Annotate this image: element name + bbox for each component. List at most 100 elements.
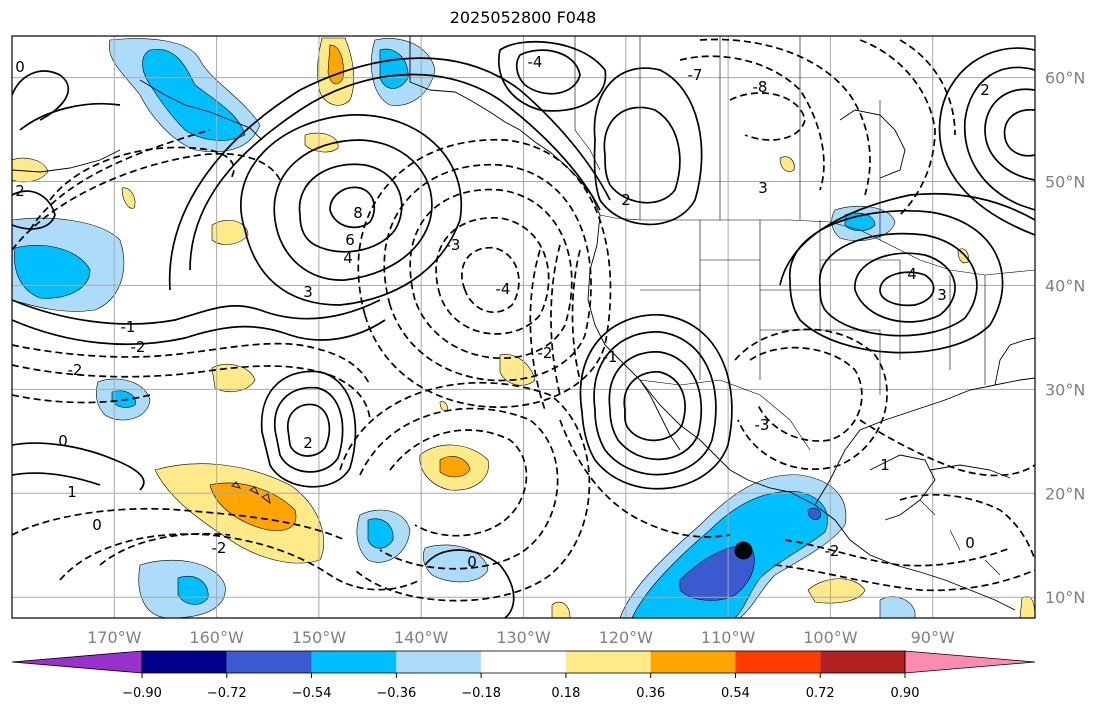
contour-nw-1 — [12, 70, 69, 121]
longitude-label: 110°W — [701, 628, 756, 647]
colorbar-bin — [650, 651, 736, 673]
contour-east-high-3 — [819, 232, 978, 337]
latitude-label: 20°N — [1045, 484, 1085, 503]
negative-patch-hawaii-east-core — [367, 518, 394, 549]
colorbar-under-arrow — [11, 650, 143, 674]
contour-neg-pac-3 — [12, 394, 151, 404]
contour-east-ridge-4 — [1003, 109, 1035, 157]
contour-neg-mid-2 — [359, 407, 559, 570]
contour-baja-high-2 — [608, 351, 703, 461]
contour-label: 1 — [880, 456, 890, 474]
contour-east-high-5 — [779, 192, 1035, 286]
coastline-hawaii — [231, 481, 271, 505]
positive-patch-south-1 — [551, 601, 571, 618]
positive-patch-mid-pacific-1 — [121, 187, 136, 209]
colorbar-bin — [311, 651, 397, 673]
contour-label: 0 — [58, 432, 68, 450]
contour-label: 1 — [67, 483, 77, 501]
contour-neg-carib-2 — [774, 564, 1035, 592]
contour-east-ridge-2 — [984, 88, 1035, 181]
contour-high-pacific-1 — [329, 186, 376, 229]
colorbar-bin — [142, 651, 227, 673]
contour-label: 3 — [758, 179, 768, 197]
contour-label: 4 — [907, 265, 917, 283]
colorbar-tick-label: −0.90 — [122, 686, 162, 701]
positive-patch-hawaii-north — [211, 364, 256, 393]
contour-east-high-4 — [789, 210, 1004, 354]
colorbar-tick-label: −0.54 — [292, 686, 332, 701]
longitude-label: 100°W — [803, 628, 858, 647]
border-central-america — [919, 499, 1001, 576]
contour-baja-high-3 — [593, 331, 717, 476]
coastline-alaska — [409, 36, 601, 216]
coastline-florida — [994, 337, 1035, 386]
contour-neg-coast-1 — [571, 249, 581, 381]
contour-hawaii-high-2 — [274, 386, 344, 473]
contour-neg-gulf-3 — [409, 188, 573, 360]
contour-neg-coast-2 — [550, 244, 561, 396]
contour-neg-gulf-4 — [383, 163, 592, 382]
coastline-gulf — [814, 377, 1035, 506]
contour-label: 0 — [15, 58, 25, 76]
contour-label: -8 — [753, 78, 768, 96]
colorbar-tick-label: 0.90 — [891, 686, 920, 701]
border-us-mexico — [639, 379, 811, 451]
colorbar-bin — [565, 651, 651, 673]
colorbar-bin — [820, 651, 905, 673]
coastline-baja — [639, 379, 681, 451]
contour-label: 0 — [92, 516, 102, 534]
contour-label: -1 — [121, 318, 136, 336]
contour-labels: 0 1 2 2 3 4 6 8 -1 -2 -2 -3 -4 0 0 3 1 -… — [15, 53, 990, 571]
positive-contours — [12, 40, 1035, 618]
contour-label: -4 — [496, 280, 511, 298]
contour-label: -4 — [528, 53, 543, 71]
latitude-labels: 60°N 50°N 40°N 30°N 20°N 10°N — [1045, 69, 1085, 608]
contour-label: 8 — [353, 204, 363, 222]
colorbar-tick-labels: −0.90 −0.72 −0.54 −0.36 −0.18 0.18 0.36 0.54 0.7… — [122, 673, 919, 701]
map-title: 2025052800 F048 — [449, 8, 597, 27]
colorbar-frame — [141, 650, 906, 674]
contour-neg-south-3 — [12, 507, 346, 541]
contour-south-pac — [424, 549, 515, 618]
longitude-label: 130°W — [496, 628, 551, 647]
negative-patch-east-pacific-core2 — [807, 507, 821, 520]
colorbar-bin — [396, 651, 482, 673]
contour-subtrop-2 — [12, 472, 101, 486]
coastline-yucatan — [869, 454, 936, 521]
coastline-west-us — [587, 214, 701, 441]
coastlines — [12, 36, 1035, 611]
contour-baja-high-4 — [579, 314, 733, 490]
contour-hawaii-high-3 — [260, 370, 357, 488]
colorbar-tick-label: 0.54 — [721, 686, 750, 701]
contour-label: 3 — [303, 283, 313, 301]
colorbar-bin — [226, 651, 312, 673]
contour-subtrop-1 — [12, 442, 145, 491]
contour-hudson-low-2 — [593, 67, 703, 226]
contour-jet-1 — [189, 73, 601, 271]
contour-neg-carib-3 — [899, 493, 1035, 561]
negative-patch-east-pacific-core — [679, 544, 755, 601]
longitude-label: 120°W — [599, 628, 654, 647]
longitude-labels: 170°W 160°W 150°W 140°W 130°W 120°W 110°W 100°W… — [87, 628, 955, 647]
contour-label: 0 — [467, 553, 477, 571]
map-frame — [11, 35, 1036, 619]
negative-contours — [12, 38, 1035, 602]
contour-label: -3 — [446, 236, 461, 254]
colorbar-tick-label: −0.18 — [461, 686, 501, 701]
contour-nw-3 — [12, 190, 56, 230]
longitude-label: 140°W — [394, 628, 449, 647]
contour-high-pacific-3 — [273, 139, 433, 281]
colorbar-over-arrow — [904, 650, 1036, 674]
border-canada-provinces — [639, 36, 881, 240]
longitude-label: 170°W — [87, 628, 142, 647]
latitude-label: 10°N — [1045, 588, 1085, 607]
contour-neg-canada-2 — [699, 38, 871, 196]
colorbar — [11, 650, 1036, 674]
contour-hawaii-high-1 — [287, 403, 331, 457]
contour-label: -2 — [538, 344, 553, 362]
contour-label: 2 — [621, 191, 631, 209]
coastline-alaska-west — [139, 79, 263, 141]
contour-neg-south-1 — [59, 533, 421, 591]
coastline-hudson — [839, 109, 906, 179]
